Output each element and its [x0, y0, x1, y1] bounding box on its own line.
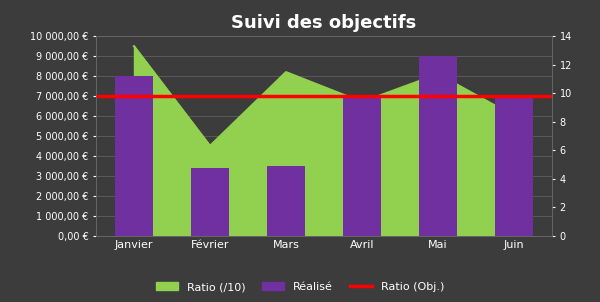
Bar [343, 96, 381, 236]
Bar [267, 166, 305, 236]
Bar [495, 96, 533, 236]
Title: Suivi des objectifs: Suivi des objectifs [232, 14, 416, 32]
Bar [115, 76, 153, 236]
Bar [191, 168, 229, 236]
Bar [419, 56, 457, 236]
Legend: Ratio (/10), Réalisé, Ratio (Obj.): Ratio (/10), Réalisé, Ratio (Obj.) [151, 278, 449, 297]
